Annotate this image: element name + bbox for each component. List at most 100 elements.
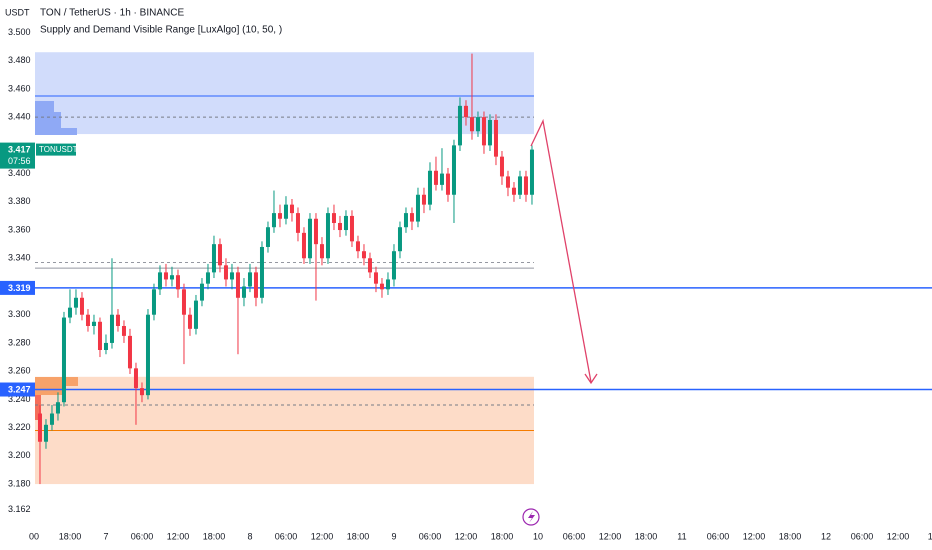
last-price-label: 3.417 (8, 144, 31, 154)
candle-body (103, 342, 108, 350)
x-tick-label: 18:00 (203, 531, 226, 541)
y-tick-label: 3.162 (8, 504, 31, 514)
candle-body (271, 213, 276, 228)
candle-body (211, 244, 216, 273)
candle-body (331, 213, 336, 223)
x-tick-label: 18:00 (779, 531, 802, 541)
volume-profile (35, 101, 78, 420)
candle-body (193, 300, 198, 329)
candle-body (511, 187, 516, 195)
profile-bar (35, 101, 54, 112)
x-tick-label: 18:00 (59, 531, 82, 541)
candle-body (289, 204, 294, 214)
candle-body (145, 314, 150, 396)
candle-body (523, 176, 528, 195)
countdown-label: 07:56 (8, 156, 31, 166)
candle-body (151, 289, 156, 315)
candle-body (253, 272, 258, 298)
zone (35, 52, 534, 135)
y-tick-label: 3.300 (8, 309, 31, 319)
y-tick-label: 3.180 (8, 478, 31, 488)
candle-body (517, 176, 522, 195)
candle-body (55, 402, 60, 414)
candle-body (295, 213, 300, 233)
y-tick-label: 3.260 (8, 366, 31, 376)
candle-body (91, 321, 96, 327)
chart-title: TON / TetherUS · 1h · BINANCE (40, 8, 184, 19)
candle-body (433, 170, 438, 185)
chart-subtitle: Supply and Demand Visible Range [LuxAlgo… (40, 25, 282, 36)
candle-body (205, 272, 210, 284)
y-axis-bg (0, 0, 35, 525)
candle-body (259, 246, 264, 298)
forecast-arrow (530, 118, 592, 383)
x-tick-label: 9 (391, 531, 396, 541)
candle-body (277, 213, 282, 219)
candle-body (139, 388, 144, 396)
candle-body (421, 194, 426, 205)
x-tick-label: 8 (247, 531, 252, 541)
x-tick-label: 10 (533, 531, 543, 541)
candle-body (397, 227, 402, 252)
candle-body (469, 117, 474, 132)
candle-body (61, 317, 66, 403)
profile-bar (35, 395, 41, 420)
candle-body (97, 321, 102, 350)
candle-body (127, 335, 132, 369)
candle-body (199, 283, 204, 301)
y-tick-label: 3.340 (8, 253, 31, 263)
candle-body (505, 176, 510, 188)
profile-bar (35, 386, 62, 395)
candle-body (385, 279, 390, 290)
candle-body (373, 272, 378, 284)
candle-body (157, 272, 162, 290)
x-tick-label: 18: (928, 531, 932, 541)
x-tick-label: 12:00 (455, 531, 478, 541)
candle-body (283, 204, 288, 219)
candle-body (493, 119, 498, 157)
x-tick-label: 12:00 (311, 531, 334, 541)
candle-body (223, 265, 228, 280)
candle-body (109, 314, 114, 343)
x-tick-label: 06:00 (563, 531, 586, 541)
candle-body (475, 117, 480, 132)
candle-body (481, 117, 486, 146)
x-tick-label: 12 (821, 531, 831, 541)
arrow-head (584, 373, 598, 385)
candle-body (445, 173, 450, 195)
candle-body (79, 297, 84, 315)
y-tick-label: 3.280 (8, 337, 31, 347)
candle-body (307, 218, 312, 259)
x-tick-label: 06:00 (419, 531, 442, 541)
y-tick-label: 3.380 (8, 196, 31, 206)
candle-body (49, 413, 54, 425)
candle-body (247, 272, 252, 287)
event-bolt (528, 511, 535, 523)
candle-body (499, 156, 504, 177)
candle-body (265, 227, 270, 247)
x-tick-label: 7 (103, 531, 108, 541)
x-tick-label: 06:00 (851, 531, 874, 541)
price-tag-label: 3.247 (8, 384, 31, 394)
candle-body (403, 213, 408, 228)
y-tick-label: 3.440 (8, 112, 31, 122)
candle-body (73, 297, 78, 308)
y-tick-label: 3.200 (8, 450, 31, 460)
x-tick-label: 18:00 (491, 531, 514, 541)
candle-body (313, 218, 318, 245)
y-axis-label: USDT (5, 7, 30, 17)
event-icon[interactable] (522, 508, 540, 526)
candle-body (301, 232, 306, 259)
candle-body (379, 283, 384, 290)
profile-bar (35, 112, 61, 128)
x-tick-label: 11 (677, 531, 686, 541)
y-tick-label: 3.500 (8, 27, 31, 37)
candle-body (529, 149, 534, 195)
y-tick-label: 3.400 (8, 168, 31, 178)
candle-body (355, 241, 360, 252)
profile-bar (35, 377, 78, 386)
x-tick-label: 12:00 (743, 531, 766, 541)
x-tick-label: 06:00 (707, 531, 730, 541)
